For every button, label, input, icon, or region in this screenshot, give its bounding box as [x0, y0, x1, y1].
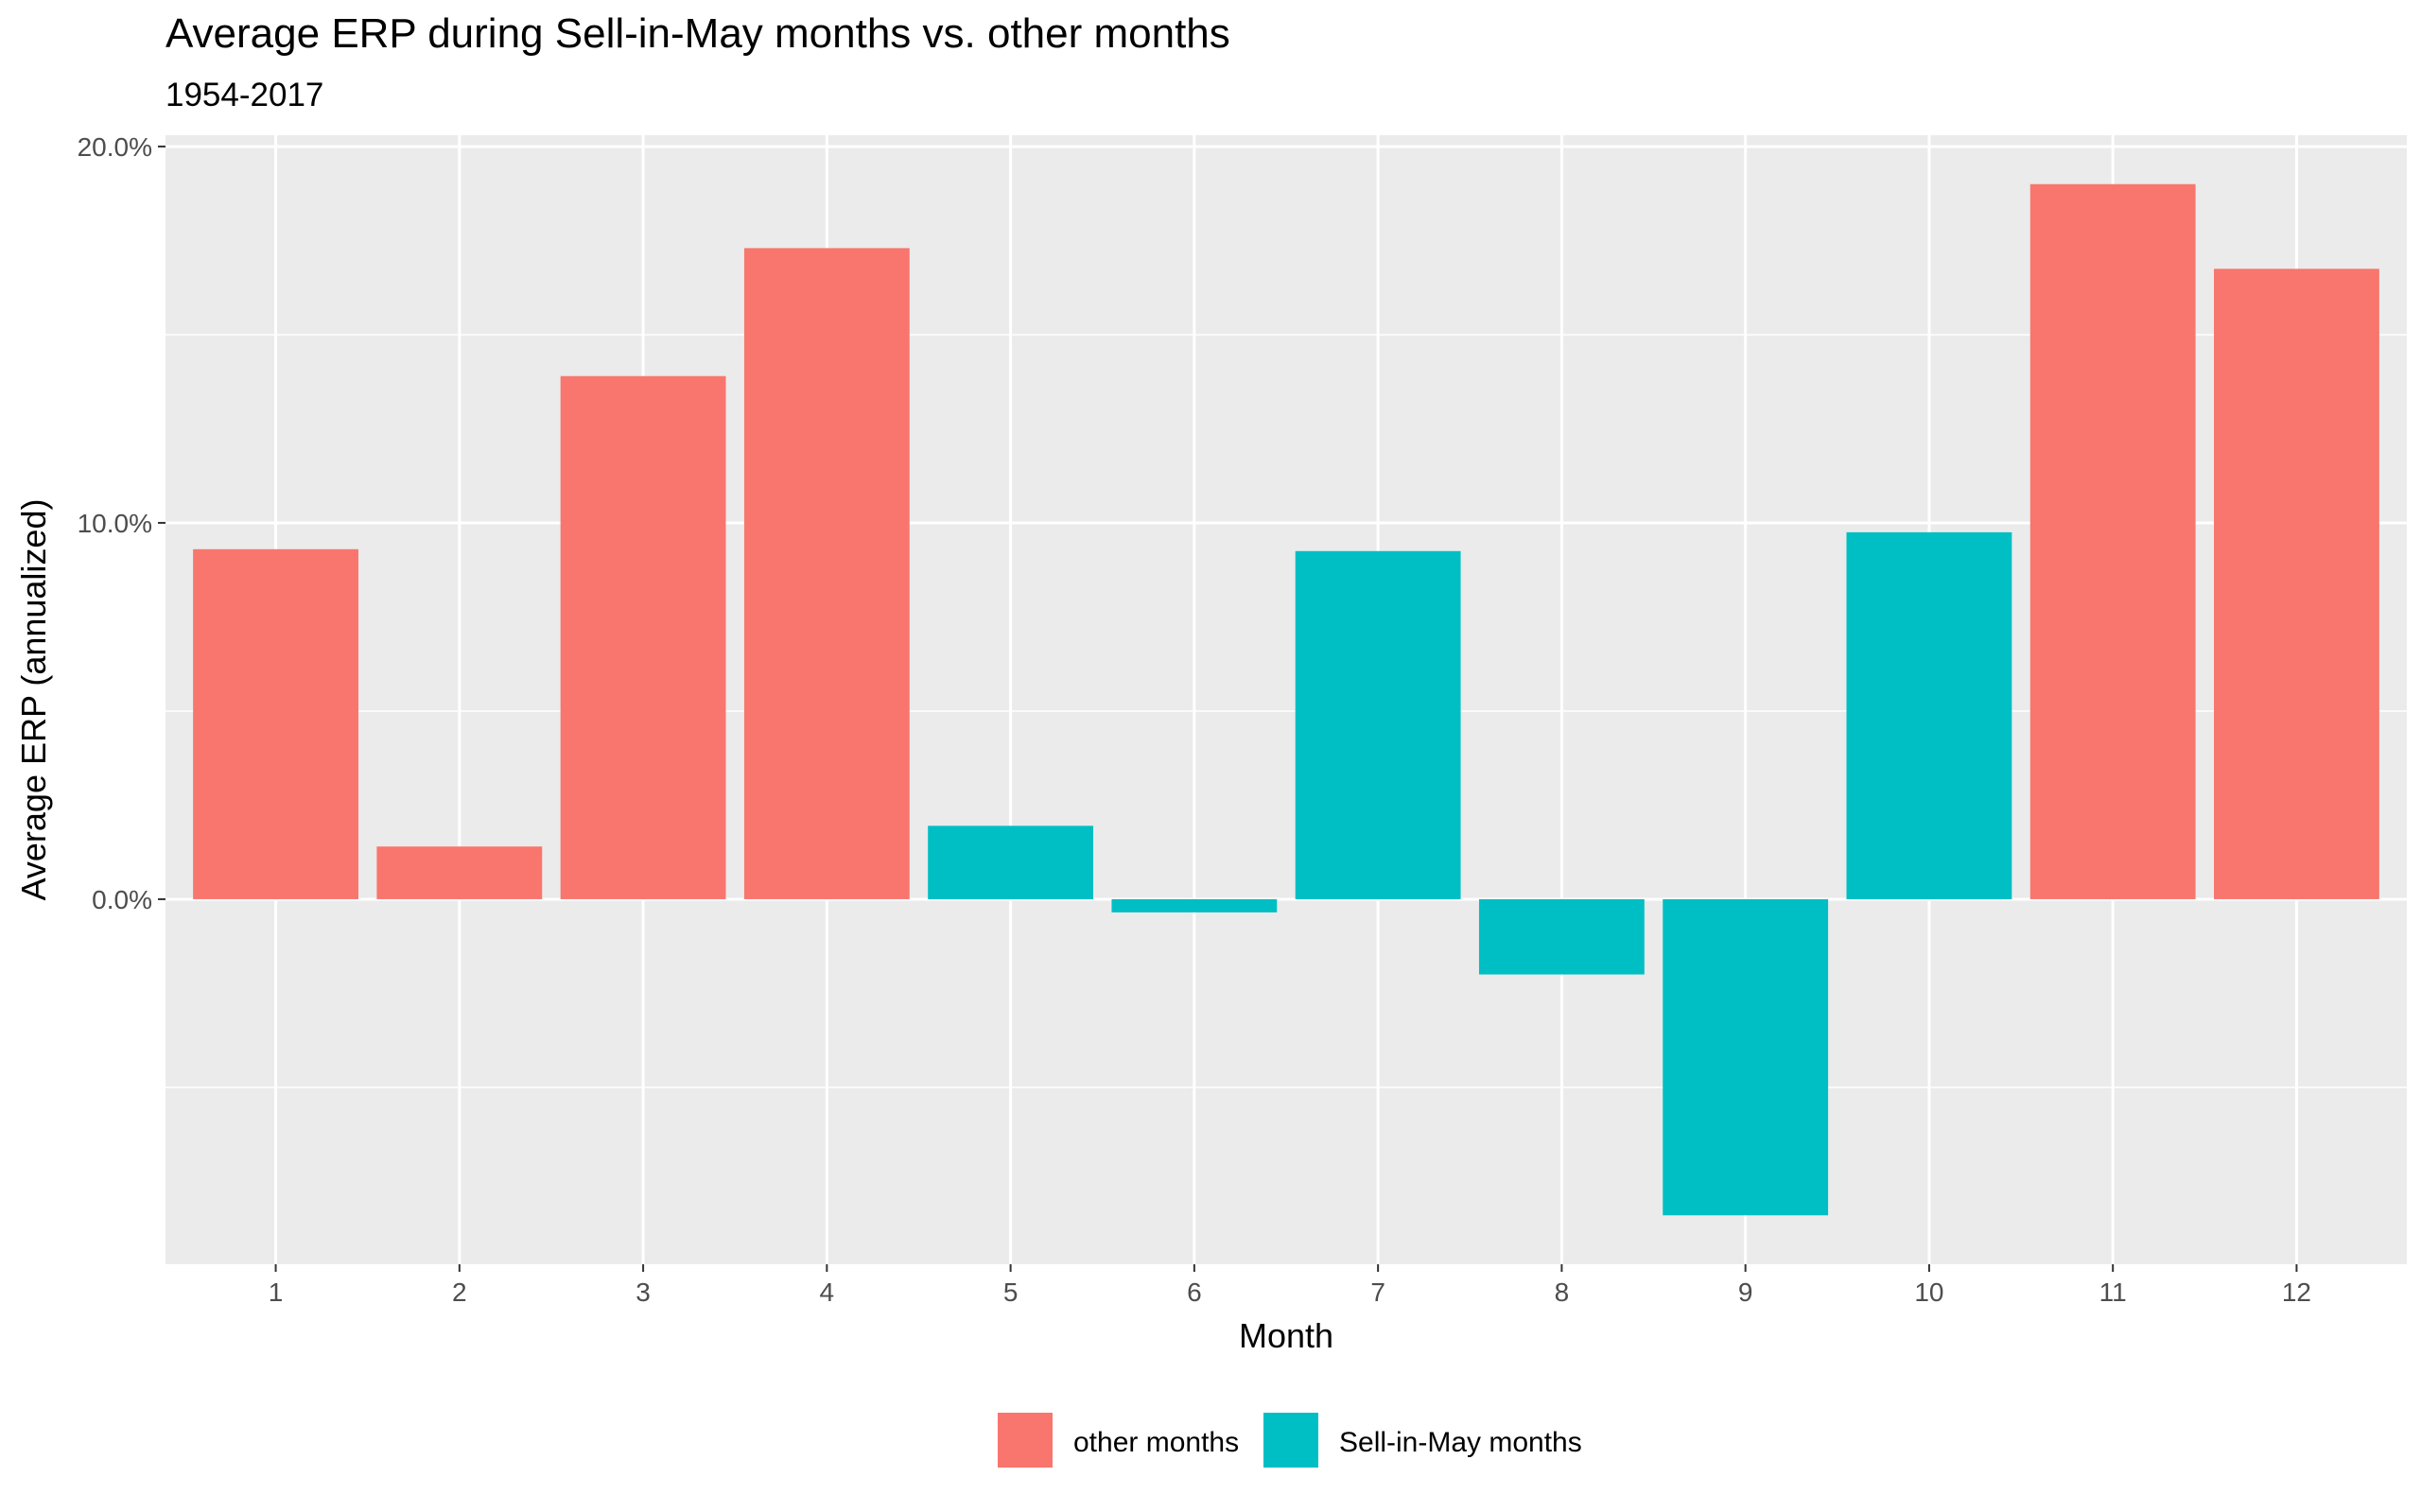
bar-month-4	[743, 248, 910, 899]
bar-month-9	[1663, 898, 1829, 1216]
y-axis: 0.0% 10.0% 20.0%	[78, 132, 165, 914]
bar-month-1	[193, 548, 358, 899]
bar-month-11	[2029, 183, 2196, 899]
legend-label-1: other months	[1073, 1427, 1239, 1458]
y-tick-label: 20.0%	[78, 132, 152, 162]
x-tick-label: 2	[452, 1277, 467, 1307]
bar-month-7	[1295, 550, 1461, 899]
bar-month-6	[1111, 898, 1278, 912]
bar-month-5	[928, 826, 1094, 899]
bar-month-8	[1478, 898, 1645, 975]
chart-subtitle: 1954-2017	[165, 77, 323, 113]
bar-month-2	[376, 846, 543, 899]
bar-month-3	[560, 375, 726, 899]
bar-month-10	[1846, 531, 2012, 899]
x-tick-label: 6	[1187, 1277, 1202, 1307]
bar-month-12	[2214, 269, 2379, 899]
x-tick-label: 1	[269, 1277, 284, 1307]
y-axis-title: Average ERP (annualized)	[14, 499, 53, 901]
legend-label-2: Sell-in-May months	[1339, 1427, 1582, 1458]
legend-key-2	[1263, 1413, 1318, 1468]
legend: other months Sell-in-May months	[998, 1413, 1582, 1468]
x-tick-label: 7	[1370, 1277, 1385, 1307]
x-tick-label: 8	[1555, 1277, 1570, 1307]
x-tick-label: 11	[2099, 1277, 2127, 1307]
x-tick-label: 12	[2282, 1277, 2311, 1307]
legend-key-1	[998, 1413, 1053, 1468]
chart-title: Average ERP during Sell-in-May months vs…	[165, 10, 1230, 57]
y-tick-label: 10.0%	[78, 509, 152, 538]
x-axis: 1 2 3 4 5 6 7 8 9 10 11 12	[269, 1264, 2311, 1307]
y-tick-label: 0.0%	[92, 885, 152, 914]
x-tick-label: 9	[1738, 1277, 1753, 1307]
x-tick-label: 4	[820, 1277, 835, 1307]
bars	[193, 183, 2379, 1216]
x-axis-title: Month	[1239, 1316, 1333, 1355]
x-tick-label: 3	[636, 1277, 651, 1307]
x-tick-label: 10	[1914, 1277, 1943, 1307]
x-tick-label: 5	[1003, 1277, 1019, 1307]
